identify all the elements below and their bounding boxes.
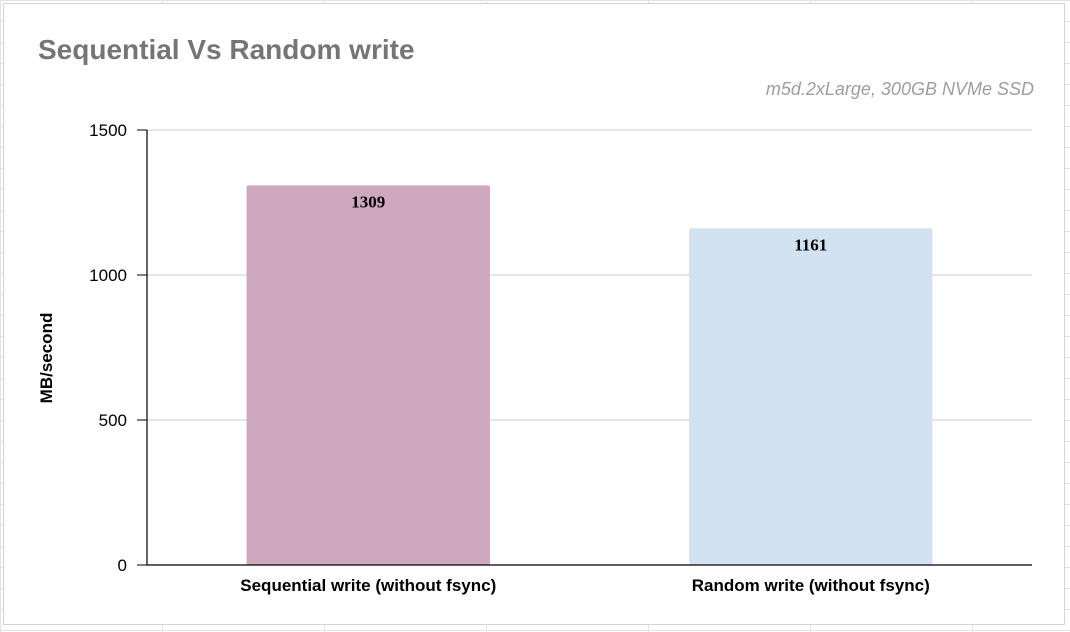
bar-data-label: 1309: [351, 192, 385, 211]
labels: 0 500 1000 1500 1309 Sequential write (withou…: [89, 121, 930, 595]
y-tick-label: 0: [118, 556, 127, 575]
axes: [137, 129, 1032, 566]
y-axis-title: MB/second: [37, 313, 56, 404]
y-tick-label: 500: [99, 411, 127, 430]
y-tick-label: 1000: [89, 266, 127, 285]
chart-subtitle: m5d.2xLarge, 300GB NVMe SSD: [765, 79, 1034, 99]
x-category-label: Random write (without fsync): [692, 576, 930, 595]
bars: [246, 185, 933, 565]
bar[interactable]: [246, 185, 490, 565]
y-tick-label: 1500: [89, 121, 127, 140]
x-category-label: Sequential write (without fsync): [240, 576, 496, 595]
bar[interactable]: [689, 228, 933, 565]
chart-title: Sequential Vs Random write: [38, 34, 415, 65]
bar-data-label: 1161: [794, 235, 827, 254]
